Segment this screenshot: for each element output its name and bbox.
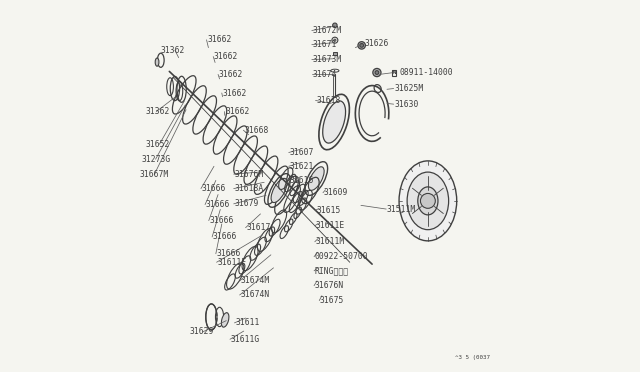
Ellipse shape xyxy=(418,187,438,215)
Text: 31609: 31609 xyxy=(324,188,348,197)
Ellipse shape xyxy=(399,161,457,241)
Ellipse shape xyxy=(221,313,229,327)
Text: 31611M: 31611M xyxy=(316,237,345,246)
Text: 31273G: 31273G xyxy=(141,155,171,164)
Text: 31652: 31652 xyxy=(145,140,170,149)
Text: 31617: 31617 xyxy=(246,223,271,232)
Text: 31662: 31662 xyxy=(223,89,247,97)
Text: 31668: 31668 xyxy=(244,126,269,135)
Text: 31666: 31666 xyxy=(213,232,237,241)
Circle shape xyxy=(420,193,435,208)
Text: 31666: 31666 xyxy=(206,200,230,209)
Text: 31662: 31662 xyxy=(207,35,232,44)
Circle shape xyxy=(333,23,337,28)
Text: 31674M: 31674M xyxy=(241,276,269,285)
Text: 31607: 31607 xyxy=(289,148,314,157)
Text: 31666: 31666 xyxy=(216,249,241,258)
Text: 31671: 31671 xyxy=(312,40,337,49)
Text: 31630: 31630 xyxy=(394,100,419,109)
Circle shape xyxy=(334,39,336,41)
Text: 31615: 31615 xyxy=(316,206,340,215)
Text: 00922-50700: 00922-50700 xyxy=(315,252,369,261)
Ellipse shape xyxy=(308,167,324,190)
Text: 31625M: 31625M xyxy=(394,84,424,93)
Text: 31618: 31618 xyxy=(316,96,340,105)
Circle shape xyxy=(360,44,364,47)
Text: 31672M: 31672M xyxy=(312,26,342,35)
Text: 31611E: 31611E xyxy=(316,221,345,230)
Text: 31675: 31675 xyxy=(320,296,344,305)
Circle shape xyxy=(375,71,379,74)
Text: 31611: 31611 xyxy=(235,318,260,327)
Text: 31676N: 31676N xyxy=(315,281,344,290)
Bar xyxy=(392,70,396,76)
Ellipse shape xyxy=(407,172,449,230)
Ellipse shape xyxy=(323,101,346,143)
Text: 31626: 31626 xyxy=(365,39,389,48)
Bar xyxy=(333,52,337,55)
Ellipse shape xyxy=(271,178,287,203)
Text: 31611F: 31611F xyxy=(218,258,246,267)
Text: 31679: 31679 xyxy=(234,199,259,208)
Circle shape xyxy=(358,42,365,49)
Text: 31611G: 31611G xyxy=(231,335,260,344)
Text: 31674: 31674 xyxy=(312,70,337,79)
Text: 31362: 31362 xyxy=(146,107,170,116)
Text: N: N xyxy=(392,70,396,76)
Circle shape xyxy=(373,68,381,77)
Text: 31676M: 31676M xyxy=(234,170,264,179)
Text: 31662: 31662 xyxy=(214,52,238,61)
Text: ^3 5 (0037: ^3 5 (0037 xyxy=(454,355,490,360)
Text: 31511M: 31511M xyxy=(387,205,416,214)
Text: 31666: 31666 xyxy=(202,184,226,193)
Text: 31662: 31662 xyxy=(225,107,250,116)
Text: 31629: 31629 xyxy=(189,327,213,336)
Text: RINGリング: RINGリング xyxy=(315,266,349,275)
Text: 31667M: 31667M xyxy=(140,170,169,179)
Text: 31673M: 31673M xyxy=(312,55,342,64)
Text: 31666: 31666 xyxy=(209,216,234,225)
Text: 31621: 31621 xyxy=(289,162,314,171)
Text: 31662: 31662 xyxy=(219,70,243,79)
Ellipse shape xyxy=(156,58,159,66)
Text: 31618A: 31618A xyxy=(234,184,264,193)
Text: 31674N: 31674N xyxy=(241,291,269,299)
Text: 31362: 31362 xyxy=(161,46,185,55)
Text: 08911-14000: 08911-14000 xyxy=(399,68,453,77)
Text: 31616: 31616 xyxy=(289,176,314,185)
